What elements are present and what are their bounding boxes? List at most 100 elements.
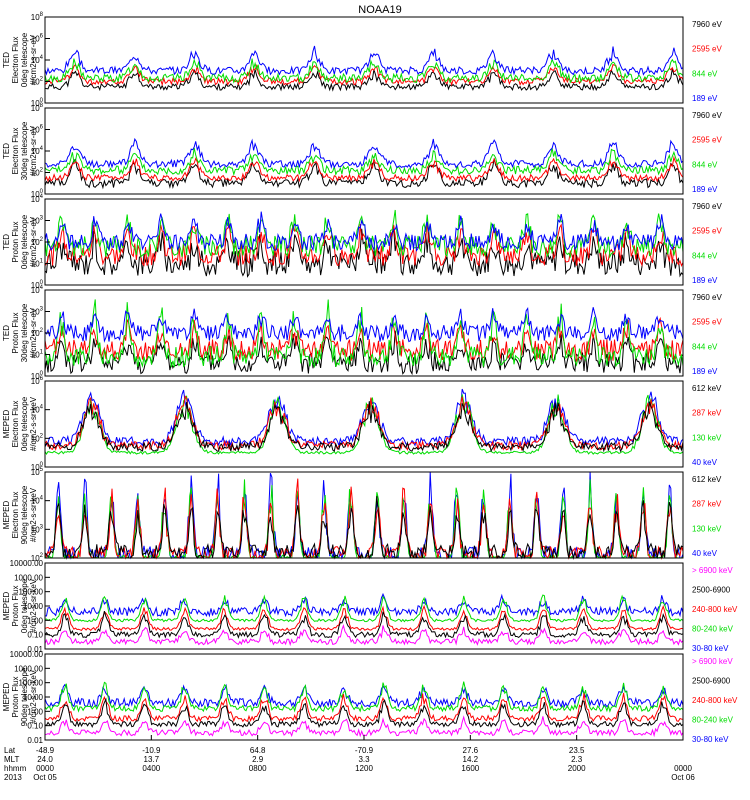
y-axis-label: #/cm2-s-sr-eV	[29, 216, 38, 267]
legend-entry: 2595 eV	[692, 318, 722, 327]
y-tick-label: 100.00	[19, 679, 44, 688]
legend-entry: 287 keV	[692, 409, 722, 418]
y-tick-label: 102	[31, 328, 44, 338]
series-line-189-ev	[44, 137, 684, 170]
legend-entry: 612 keV	[692, 475, 722, 484]
legend-entry: 2500-6900	[692, 677, 731, 686]
y-axis-label: 30deg telescope	[20, 121, 29, 180]
y-tick-label: 1000.00	[14, 664, 43, 673]
legend-entry: 844 eV	[692, 160, 718, 169]
chart-title: NOAA19	[358, 4, 401, 16]
y-tick-label: 104	[31, 146, 44, 156]
panel-5: 100 102 104 106 MEPED Electron Flux 0deg teles…	[2, 376, 722, 472]
series-line-2595-ev	[44, 222, 684, 267]
legend-entry: 189 eV	[692, 367, 718, 376]
panel-frame	[44, 471, 684, 559]
y-tick-label: 104	[31, 55, 44, 65]
y-tick-label: 0.10	[27, 631, 43, 640]
y-axis-label: #/cm2-s-sr-eV	[29, 307, 38, 358]
series-line-40-kev	[44, 388, 684, 448]
y-axis-label: #/cm2-s-sr-eV	[29, 125, 38, 176]
series-line-189-ev	[44, 307, 684, 343]
series-line-80-240-kev	[44, 594, 684, 623]
x-tick-label: 3.3	[358, 755, 370, 764]
series-line-2500-6900	[44, 610, 684, 639]
legend-entry: 189 eV	[692, 276, 718, 285]
y-tick-label: 100	[31, 462, 44, 472]
legend-entry: 287 keV	[692, 500, 722, 509]
legend-entry: 40 keV	[692, 458, 718, 467]
y-axis-label: TED	[2, 325, 11, 341]
series-line-7960-ev	[44, 227, 684, 278]
y-tick-label: 100	[31, 98, 44, 108]
series-line-2595-ev	[44, 63, 684, 87]
series-line-2500-6900	[44, 697, 684, 729]
x-tick-label: 24.0	[37, 755, 53, 764]
series-line-287-kev	[44, 395, 684, 452]
x-tick-label: 0800	[249, 764, 267, 773]
series-line-7960-ev	[44, 158, 684, 190]
y-tick-label: 103	[31, 307, 44, 317]
y-tick-label: 103	[31, 216, 44, 226]
y-tick-label: 108	[31, 103, 44, 113]
legend-entry: 189 eV	[692, 94, 718, 103]
y-axis-label: #/cm2-s-sr-eV	[29, 34, 38, 85]
x-tick-label: 2000	[568, 764, 586, 773]
y-axis-label: 90deg telescope	[20, 485, 29, 544]
y-tick-label: 108	[31, 12, 44, 22]
series-line-844-ev	[44, 147, 684, 177]
panel-7: 0.01 0.10 1.00 10.00 100.00 1000.00 10000.00 ME…	[2, 559, 738, 654]
legend-entry: 30-80 keV	[692, 644, 729, 653]
legend-entry: 7960 eV	[692, 111, 722, 120]
legend-entry: > 6900 keV	[692, 566, 733, 575]
x-tick-label: 0000	[674, 764, 692, 773]
x-tick-label: 64.8	[250, 746, 266, 755]
y-tick-label: 104	[31, 285, 44, 295]
legend-entry: 80-240 keV	[692, 625, 734, 634]
y-tick-label: 10.00	[23, 693, 44, 702]
x-tick-label: -48.9	[36, 746, 55, 755]
series-line-2595-ev	[44, 155, 684, 183]
y-axis-label: TED	[2, 234, 11, 250]
y-tick-label: 104	[31, 496, 44, 506]
legend-entry: 30-80 keV	[692, 735, 729, 744]
series-line-30-80-kev	[44, 683, 684, 709]
series-line-844-ev	[44, 58, 684, 85]
x-tick-label: 2.9	[252, 755, 264, 764]
y-tick-label: 0.10	[27, 722, 43, 731]
legend-entry: 7960 eV	[692, 20, 722, 29]
y-tick-label: 10.00	[23, 602, 44, 611]
legend-entry: 2595 eV	[692, 136, 722, 145]
y-tick-label: 1.00	[27, 616, 43, 625]
y-tick-label: 101	[31, 259, 44, 269]
legend-entry: 7960 eV	[692, 293, 722, 302]
series-line-130-kev	[44, 394, 684, 455]
y-axis-label: #/cm2-s-sr-keV	[29, 669, 38, 724]
panel-3: 100 101 102 103 104 TED Proton Flux 0deg telesc…	[2, 194, 722, 290]
y-tick-label: 106	[31, 376, 44, 386]
y-tick-label: 104	[31, 194, 44, 204]
y-tick-label: 103	[31, 524, 44, 534]
legend-entry: 844 eV	[692, 69, 718, 78]
y-tick-label: 100	[31, 371, 44, 381]
legend-entry: 240-800 keV	[692, 696, 738, 705]
legend-entry: 240-800 keV	[692, 605, 738, 614]
panel-6: 102 103 104 105 MEPED Electron Flux 90deg tele…	[2, 467, 722, 563]
series-line-240-800-kev	[44, 604, 684, 632]
x-tick-label: 14.2	[463, 755, 479, 764]
x-tick-label: 27.6	[463, 746, 479, 755]
legend-entry: 2500-6900	[692, 586, 731, 595]
y-tick-label: 102	[31, 168, 44, 178]
y-axis-label: Proton Flux	[11, 586, 20, 627]
y-axis-label: MEPED	[2, 683, 11, 712]
y-axis-label: Proton Flux	[11, 313, 20, 354]
series-line-189-ev	[44, 45, 684, 76]
legend-entry: 130 keV	[692, 524, 722, 533]
y-tick-label: 10000.00	[10, 559, 44, 568]
y-axis-label: Proton Flux	[11, 677, 20, 718]
y-axis-label: Electron Flux	[11, 128, 20, 175]
legend-entry: 130 keV	[692, 433, 722, 442]
y-axis-label: MEPED	[2, 410, 11, 439]
y-tick-label: 0.01	[27, 736, 43, 745]
x-tick-label: 2.3	[571, 755, 583, 764]
